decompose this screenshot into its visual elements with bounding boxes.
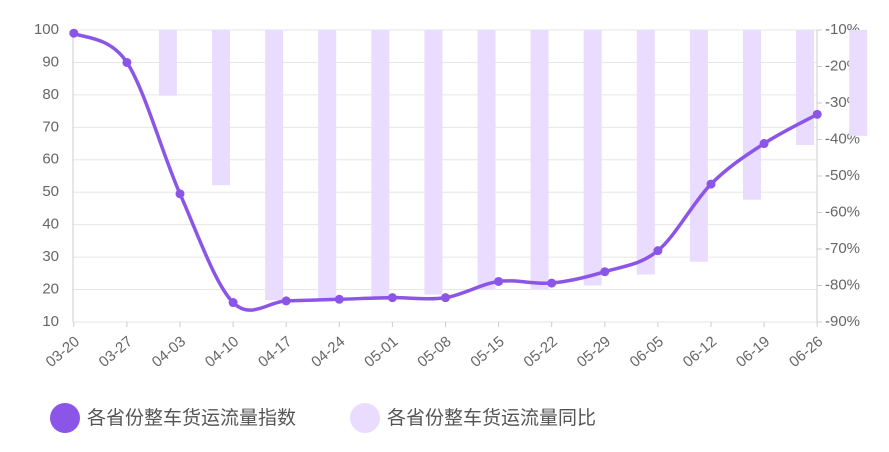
y2-tick-label: -90%: [825, 313, 860, 330]
bar: [689, 30, 708, 262]
point: [387, 293, 397, 303]
legend-marker: [350, 403, 380, 433]
point: [334, 294, 344, 304]
x-tick-label: 04-17: [255, 333, 295, 371]
legend-label: 各省份整车货运流量同比: [387, 407, 596, 429]
point: [547, 278, 557, 288]
point: [494, 276, 504, 286]
bar: [265, 30, 284, 301]
x-tick-label: 06-26: [786, 333, 826, 371]
x-tick-label: 05-01: [361, 333, 401, 371]
bar: [849, 30, 868, 136]
bar: [424, 30, 443, 295]
y-tick-label: 90: [42, 53, 59, 70]
x-tick-label: 05-08: [414, 333, 454, 371]
y-tick-label: 70: [42, 118, 59, 135]
bar: [371, 30, 390, 301]
point: [175, 189, 185, 199]
y-tick-label: 10: [42, 313, 59, 330]
point: [441, 293, 450, 303]
y-tick-label: 100: [34, 21, 59, 38]
x-tick-label: 03-27: [96, 333, 136, 371]
x-tick-label: 05-29: [574, 333, 614, 371]
bar: [530, 30, 549, 290]
point: [281, 296, 291, 306]
bar: [796, 30, 815, 145]
y2-tick-label: -70%: [825, 240, 860, 257]
x-tick-label: 05-22: [520, 333, 560, 371]
y-tick-label: 20: [42, 281, 59, 298]
point: [706, 179, 716, 189]
bar: [477, 30, 496, 290]
bar: [318, 30, 337, 301]
y-tick-label: 60: [42, 151, 59, 168]
point: [653, 246, 663, 256]
x-tick-label: 06-19: [733, 333, 773, 371]
legend-label: 各省份整车货运流量指数: [87, 407, 296, 429]
bar: [583, 30, 602, 286]
x-tick-label: 06-05: [627, 333, 667, 371]
bar: [212, 30, 230, 186]
bar: [636, 30, 655, 275]
point: [69, 28, 79, 38]
x-tick-label: 05-15: [467, 333, 507, 371]
x-tick-label: 04-24: [308, 333, 348, 371]
y-tick-label: 40: [42, 216, 59, 233]
legend-marker: [50, 403, 80, 433]
y-tick-label: 30: [42, 248, 59, 265]
point: [812, 109, 822, 119]
point: [228, 298, 238, 308]
x-tick-label: 04-10: [202, 333, 242, 371]
x-tick-label: 06-12: [680, 333, 720, 371]
point: [759, 139, 769, 149]
y2-tick-label: -80%: [825, 276, 860, 293]
x-tick-label: 03-20: [43, 333, 83, 371]
y2-tick-label: -60%: [825, 203, 860, 220]
y2-tick-label: -50%: [825, 167, 860, 184]
y-tick-label: 80: [42, 86, 59, 103]
point: [600, 267, 610, 277]
y-tick-label: 50: [42, 183, 59, 200]
x-tick-label: 04-03: [149, 333, 189, 371]
bar: [743, 30, 761, 200]
point: [122, 57, 132, 67]
bar: [158, 30, 177, 96]
